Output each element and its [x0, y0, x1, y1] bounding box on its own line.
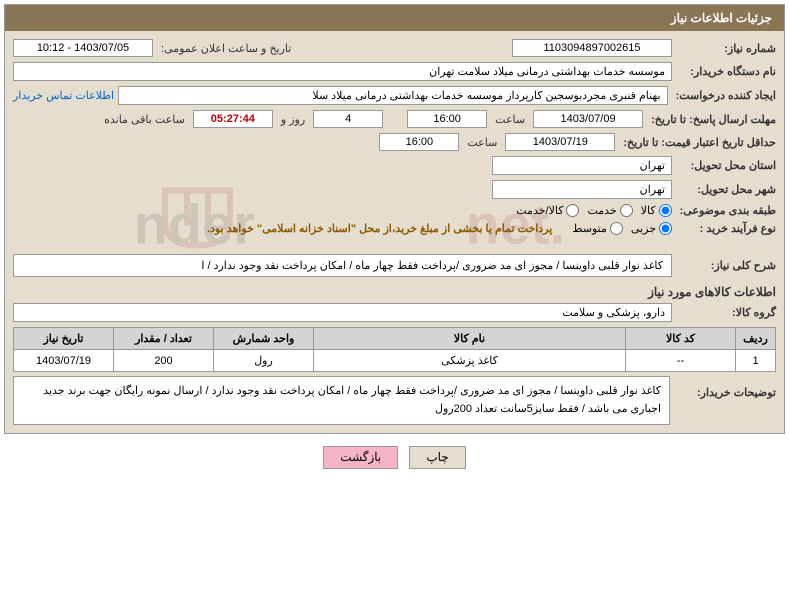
requester-value: بهنام قنبری مجردبوسجین کارپرداز موسسه خد…: [118, 86, 668, 105]
goods-section-title: اطلاعات کالاهای مورد نیاز: [13, 285, 776, 299]
th-qty: تعداد / مقدار: [114, 328, 214, 350]
validity-label: حداقل تاریخ اعتبار قیمت: تا تاریخ:: [619, 136, 776, 149]
process-note: پرداخت تمام یا بخشی از مبلغ خرید،از محل …: [207, 222, 552, 235]
cat2-label: خدمت: [587, 204, 616, 217]
days-label: روز و: [277, 113, 309, 126]
radio-both[interactable]: [566, 204, 579, 217]
need-no-value: 1103094897002615: [512, 39, 672, 57]
buyer-notes-label: توضیحات خریدار:: [676, 376, 776, 399]
city-label: شهر محل تحویل:: [676, 183, 776, 196]
cell-unit: رول: [214, 350, 314, 372]
radio-minor[interactable]: [659, 222, 672, 235]
cell-date: 1403/07/19: [14, 350, 114, 372]
announce-label: تاریخ و ساعت اعلان عمومی:: [157, 42, 295, 55]
cat3-label: کالا/خدمت: [516, 204, 563, 217]
cat1-label: کالا: [641, 204, 656, 217]
cell-name: کاغذ پزشکی: [314, 350, 626, 372]
deadline-time: 16:00: [407, 110, 487, 128]
group-label: گروه کالا:: [676, 306, 776, 319]
cell-row: 1: [736, 350, 776, 372]
need-desc-label: شرح کلی نیاز:: [676, 259, 776, 272]
time-label-1: ساعت: [491, 113, 529, 126]
days-value: 4: [313, 110, 383, 128]
requester-label: ایجاد کننده درخواست:: [672, 89, 776, 102]
city-value: تهران: [492, 180, 672, 199]
time-label-2: ساعت: [463, 136, 501, 149]
buyer-org-label: نام دستگاه خریدار:: [676, 65, 776, 78]
category-label: طبقه بندی موضوعی:: [676, 204, 776, 217]
contact-link[interactable]: اطلاعات تماس خریدار: [13, 89, 114, 102]
radio-medium[interactable]: [610, 222, 623, 235]
group-value: دارو، پزشکی و سلامت: [13, 303, 672, 322]
goods-table: ردیف کد کالا نام کالا واحد شمارش تعداد /…: [13, 327, 776, 372]
deadline-label: مهلت ارسال پاسخ: تا تاریخ:: [647, 113, 776, 126]
th-row: ردیف: [736, 328, 776, 350]
radio-goods[interactable]: [659, 204, 672, 217]
buyer-notes-value: کاغذ نوار قلبی داوینسا / مجوز ای مد ضرور…: [13, 376, 670, 425]
back-button[interactable]: بازگشت: [323, 446, 398, 469]
proc1-label: جزیی: [631, 222, 656, 235]
th-name: نام کالا: [314, 328, 626, 350]
deadline-date: 1403/07/09: [533, 110, 643, 128]
need-no-label: شماره نیاز:: [676, 42, 776, 55]
process-label: نوع فرآیند خرید :: [676, 222, 776, 235]
table-row: 1 -- کاغذ پزشکی رول 200 1403/07/19: [14, 350, 776, 372]
th-date: تاریخ نیاز: [14, 328, 114, 350]
province-value: تهران: [492, 156, 672, 175]
validity-time: 16:00: [379, 133, 459, 151]
panel-title: جزئیات اطلاعات نیاز: [5, 5, 784, 31]
need-desc-value: کاغذ نوار قلبی داوینسا / مجوز ای مد ضرور…: [13, 254, 672, 277]
countdown-value: 05:27:44: [193, 110, 273, 128]
cell-code: --: [626, 350, 736, 372]
th-unit: واحد شمارش: [214, 328, 314, 350]
remaining-label: ساعت باقی مانده: [100, 113, 189, 126]
validity-date: 1403/07/19: [505, 133, 615, 151]
proc2-label: متوسط: [572, 222, 607, 235]
buyer-org-value: موسسه خدمات بهداشتی درمانی میلاد سلامت ت…: [13, 62, 672, 81]
th-code: کد کالا: [626, 328, 736, 350]
cell-qty: 200: [114, 350, 214, 372]
announce-value: 1403/07/05 - 10:12: [13, 39, 153, 57]
province-label: استان محل تحویل:: [676, 159, 776, 172]
radio-service[interactable]: [620, 204, 633, 217]
print-button[interactable]: چاپ: [409, 446, 465, 469]
